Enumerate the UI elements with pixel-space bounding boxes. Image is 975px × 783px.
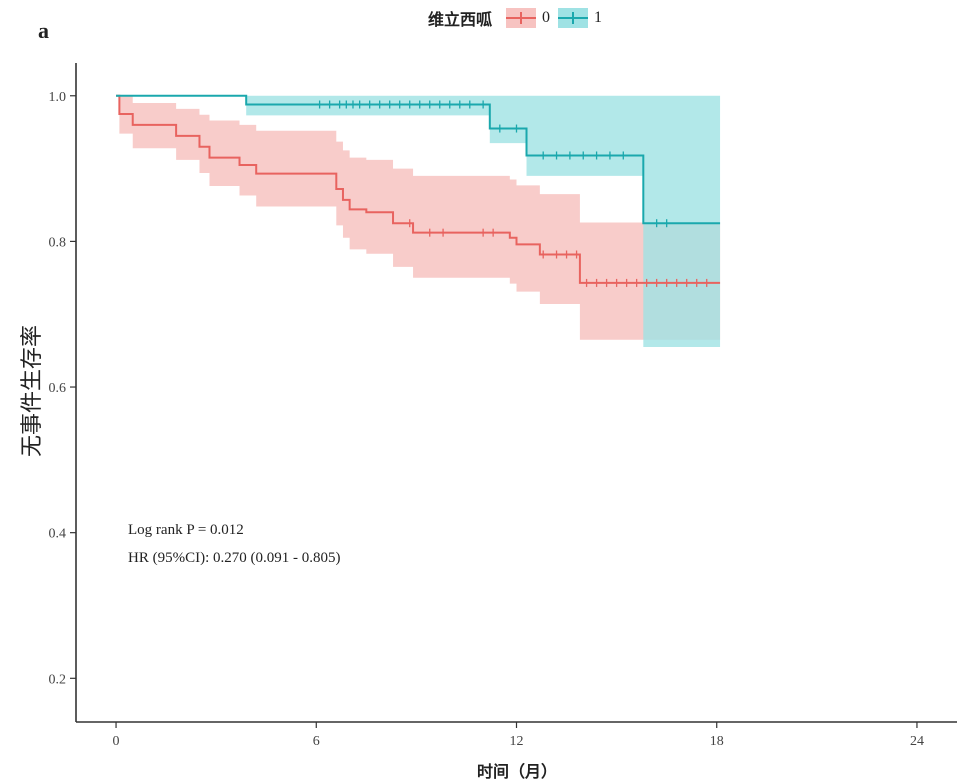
- x-tick-label: 12: [510, 734, 524, 749]
- y-tick-label: 0.6: [49, 381, 67, 396]
- y-axis-label: 无事件生存率: [20, 325, 45, 458]
- ci-band-group-0: [116, 95, 721, 340]
- legend-item-1: 1: [558, 8, 602, 28]
- legend-item-0: 0: [506, 8, 550, 28]
- ci-band-group-1: [116, 95, 721, 347]
- x-tick-label: 18: [710, 734, 724, 749]
- y-tick-label: 0.2: [49, 672, 67, 687]
- legend-label-1: 1: [594, 9, 603, 26]
- x-axis-label: 时间（月）: [476, 762, 557, 781]
- hazard-ratio: HR (95%CI): 0.270 (0.091 - 0.805): [128, 550, 341, 566]
- legend-title: 维立西呱: [428, 10, 493, 29]
- x-tick-label: 6: [313, 734, 320, 749]
- log-rank-p-value: Log rank P = 0.012: [128, 522, 244, 538]
- legend-key-1-icon: [558, 8, 589, 28]
- legend: 维立西呱 0 1: [428, 6, 610, 30]
- x-tick-label: 24: [910, 734, 924, 749]
- survival-line-group-0: [116, 94, 721, 284]
- y-tick-label: 0.4: [49, 527, 67, 542]
- legend-key-0-icon: [506, 8, 537, 28]
- panel-label: a: [38, 18, 49, 43]
- y-tick-label: 0.8: [49, 235, 67, 250]
- survival-line-group-1: [116, 94, 721, 225]
- x-tick-label: 0: [113, 734, 120, 749]
- y-tick-label: 1.0: [49, 90, 67, 105]
- legend-label-0: 0: [542, 9, 551, 26]
